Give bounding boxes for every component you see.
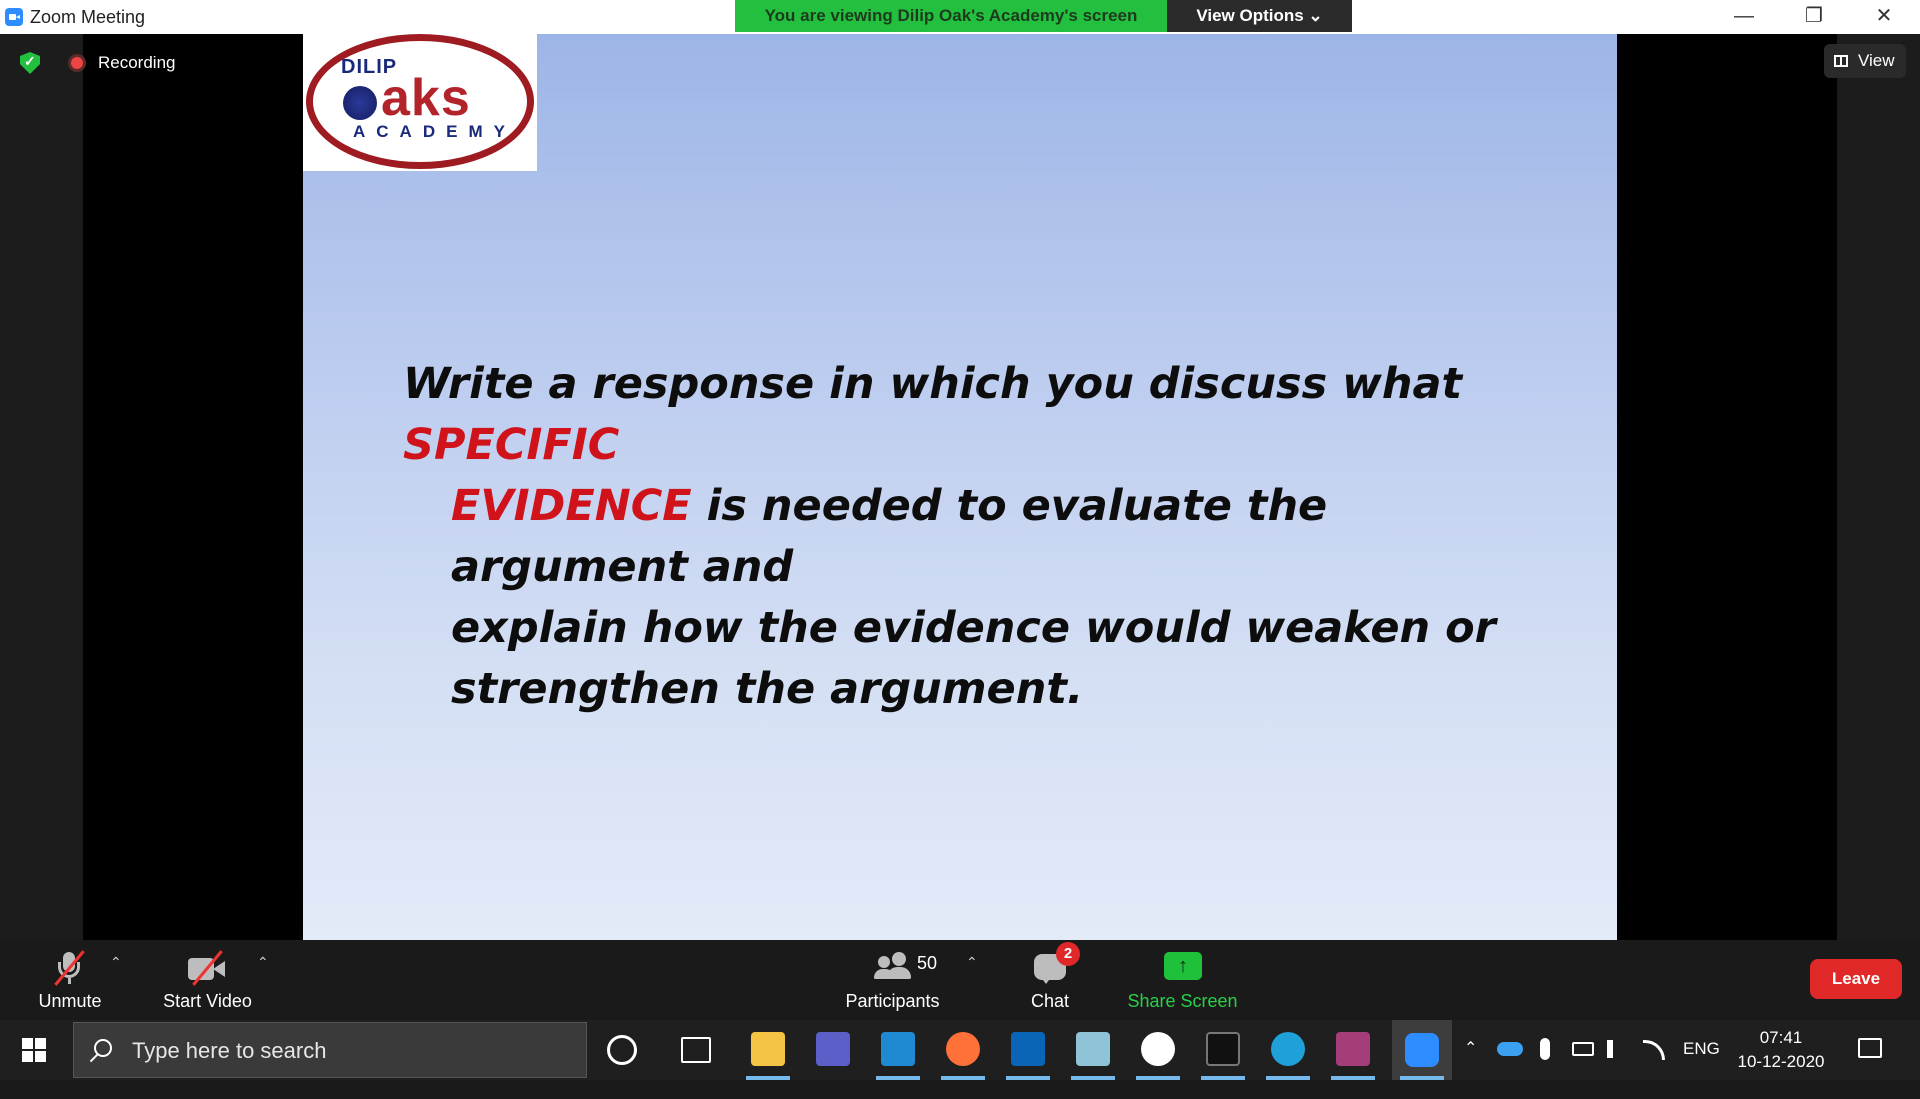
- zoom-app-icon: [5, 8, 23, 26]
- slide-line-3: explain how the evidence would weaken or: [451, 603, 1496, 653]
- clock-date: 10-12-2020: [1737, 1052, 1825, 1071]
- chat-unread-badge: 2: [1056, 942, 1080, 966]
- search-icon: [94, 1039, 112, 1057]
- zoom-taskbar-button[interactable]: [1392, 1020, 1452, 1080]
- mongodb-active-indicator: [1136, 1076, 1180, 1080]
- viewing-screen-banner: You are viewing Dilip Oak's Academy's sc…: [735, 0, 1167, 32]
- winrar-active-indicator: [1331, 1076, 1375, 1080]
- logo-ellipse: [306, 34, 534, 169]
- wifi-icon[interactable]: [1643, 1040, 1665, 1060]
- unmute-label: Unmute: [38, 991, 102, 1011]
- edge-active-indicator: [1266, 1076, 1310, 1080]
- slide-body-text: Write a response in which you discuss wh…: [403, 354, 1533, 720]
- meeting-controls-bar: Unmute ⌃ Start Video ⌃ Participants 50 ⌃…: [0, 940, 1920, 1020]
- slide-line-4: strengthen the argument.: [451, 664, 1084, 714]
- share-screen-icon: ↑: [1164, 952, 1202, 980]
- recording-icon: [68, 54, 86, 72]
- minimize-button[interactable]: —: [1734, 5, 1754, 27]
- view-button[interactable]: View: [1824, 44, 1906, 78]
- notification-center-icon[interactable]: [1858, 1038, 1882, 1058]
- chat-button[interactable]: Chat: [1010, 940, 1090, 1020]
- highlight-specific: SPECIFIC: [403, 420, 620, 470]
- clock-time: 07:41: [1759, 1028, 1803, 1047]
- logo-text-top: DILIP: [341, 56, 398, 78]
- notepad-icon[interactable]: [1076, 1032, 1110, 1066]
- restore-button[interactable]: ❐: [1805, 5, 1823, 27]
- leave-button[interactable]: Leave: [1810, 959, 1902, 999]
- zoom-active-indicator: [1400, 1076, 1444, 1080]
- microphone-tray-icon[interactable]: [1540, 1038, 1550, 1060]
- slide-line-1-text: Write a response in which you discuss wh…: [403, 359, 1463, 409]
- shared-slide: DILIP aks ACADEMY Write a response in wh…: [303, 34, 1617, 940]
- share-screen-label: Share Screen: [1127, 991, 1238, 1011]
- search-placeholder: Type here to search: [132, 1038, 327, 1063]
- slide-line-2-text: is needed to evaluate the argument and: [451, 481, 1328, 592]
- taskbar-search-input[interactable]: Type here to search: [73, 1022, 587, 1078]
- slide-line-2: EVIDENCE is needed to evaluate the argum…: [403, 476, 1533, 598]
- chat-label: Chat: [1030, 991, 1070, 1011]
- firefox-icon[interactable]: [946, 1032, 980, 1066]
- file-explorer-icon[interactable]: [751, 1032, 785, 1066]
- cortana-icon[interactable]: [607, 1035, 637, 1065]
- security-shield-icon[interactable]: [20, 52, 40, 74]
- firefox-active-indicator: [941, 1076, 985, 1080]
- window-title: Zoom Meeting: [30, 7, 146, 27]
- vscode-active-indicator: [876, 1076, 920, 1080]
- unmute-button[interactable]: Unmute: [20, 940, 120, 1020]
- grid-icon: [1834, 55, 1848, 67]
- vscode-icon[interactable]: [881, 1032, 915, 1066]
- title-bar: Zoom Meeting You are viewing Dilip Oak's…: [0, 0, 1920, 34]
- teams-icon[interactable]: [816, 1032, 850, 1066]
- terminal-active-indicator: [1201, 1076, 1245, 1080]
- participants-button[interactable]: Participants: [835, 940, 950, 1020]
- file-explorer-active-indicator: [746, 1076, 790, 1080]
- participants-icon: [874, 952, 914, 984]
- outlook-active-indicator: [1006, 1076, 1050, 1080]
- mongodb-compass-icon[interactable]: [1141, 1032, 1175, 1066]
- volume-icon[interactable]: [1607, 1040, 1629, 1058]
- meeting-area: Recording View DILIP aks ACADEMY Write a…: [0, 34, 1920, 940]
- highlight-evidence: EVIDENCE: [451, 481, 692, 531]
- logo-text-bottom: ACADEMY: [353, 122, 516, 141]
- winrar-icon[interactable]: [1336, 1032, 1370, 1066]
- logo-text-main: aks: [381, 69, 471, 127]
- view-options-button[interactable]: View Options ⌄: [1167, 0, 1352, 32]
- participants-count: 50: [917, 953, 938, 973]
- view-label: View: [1858, 51, 1895, 70]
- windows-taskbar: Type here to search ⌃ ENG 07:41 10-12-20…: [0, 1020, 1920, 1080]
- taskbar-clock[interactable]: 07:41 10-12-2020: [1726, 1026, 1836, 1074]
- task-view-icon[interactable]: [681, 1037, 711, 1063]
- outlook-icon[interactable]: [1011, 1032, 1045, 1066]
- start-video-label: Start Video: [163, 991, 252, 1011]
- audio-options-caret[interactable]: ⌃: [110, 954, 122, 970]
- language-indicator[interactable]: ENG: [1683, 1039, 1720, 1058]
- slide-line-1: Write a response in which you discuss wh…: [403, 354, 1533, 476]
- share-screen-button[interactable]: Share Screen: [1120, 940, 1245, 1020]
- academy-logo: DILIP aks ACADEMY: [303, 34, 537, 171]
- recording-label: Recording: [98, 53, 176, 72]
- microphone-muted-icon: [54, 950, 85, 986]
- start-video-button[interactable]: Start Video: [150, 940, 265, 1020]
- participants-label: Participants: [845, 991, 940, 1011]
- logo-globe-icon: [343, 86, 377, 120]
- close-button[interactable]: ✕: [1875, 5, 1893, 27]
- edge-icon[interactable]: [1271, 1032, 1305, 1066]
- zoom-icon: [1405, 1033, 1439, 1067]
- onedrive-icon[interactable]: [1497, 1042, 1523, 1056]
- participants-options-caret[interactable]: ⌃: [966, 954, 978, 970]
- terminal-icon[interactable]: [1206, 1032, 1240, 1066]
- video-off-icon: [188, 950, 228, 986]
- battery-icon[interactable]: [1572, 1042, 1594, 1056]
- windows-start-icon[interactable]: [22, 1038, 46, 1062]
- video-options-caret[interactable]: ⌃: [257, 954, 269, 970]
- show-hidden-icons-chevron[interactable]: ⌃: [1464, 1040, 1478, 1057]
- notepad-active-indicator: [1071, 1076, 1115, 1080]
